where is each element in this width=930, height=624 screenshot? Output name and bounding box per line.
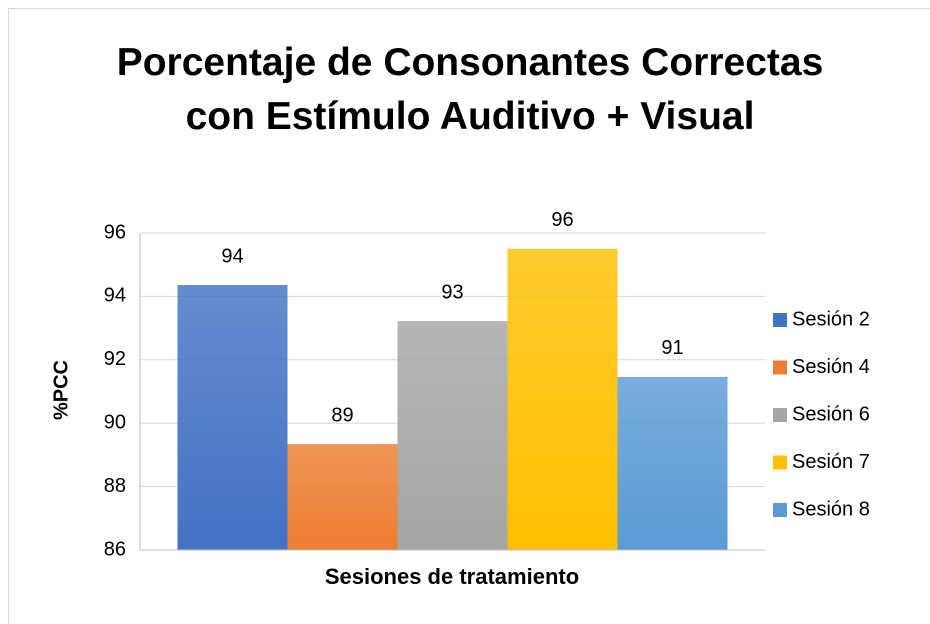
y-tick-label: 96 bbox=[104, 221, 126, 243]
legend-swatch bbox=[773, 313, 787, 327]
bar bbox=[617, 376, 728, 550]
legend-swatch bbox=[773, 503, 787, 517]
data-label: 96 bbox=[551, 209, 573, 231]
data-label: 94 bbox=[221, 245, 243, 267]
bar bbox=[507, 248, 618, 550]
legend-swatch bbox=[773, 455, 787, 470]
data-label: 93 bbox=[441, 281, 463, 303]
data-label: 91 bbox=[661, 337, 683, 359]
x-axis-label: Sesiones de tratamiento bbox=[325, 564, 579, 589]
legend-label: Sesión 8 bbox=[792, 498, 870, 520]
legend-swatch bbox=[773, 360, 787, 375]
bar bbox=[397, 321, 508, 550]
bar bbox=[287, 444, 398, 550]
bar bbox=[177, 284, 288, 550]
chart-title: Porcentaje de Consonantes Correctas con … bbox=[116, 41, 824, 138]
legend-label: Sesión 7 bbox=[792, 451, 870, 473]
legend-label: Sesión 2 bbox=[792, 308, 870, 330]
chart-border bbox=[8, 8, 930, 624]
data-label: 89 bbox=[331, 404, 353, 426]
y-tick-label: 90 bbox=[104, 411, 126, 433]
y-tick-label: 94 bbox=[104, 285, 126, 307]
y-tick-label: 92 bbox=[104, 348, 126, 370]
legend-swatch bbox=[773, 408, 787, 422]
y-tick-label: 86 bbox=[104, 538, 126, 560]
legend-label: Sesión 4 bbox=[792, 356, 870, 378]
legend-label: Sesión 6 bbox=[792, 403, 870, 425]
y-axis-label: %PCC bbox=[50, 360, 72, 420]
y-tick-label: 88 bbox=[104, 475, 126, 497]
